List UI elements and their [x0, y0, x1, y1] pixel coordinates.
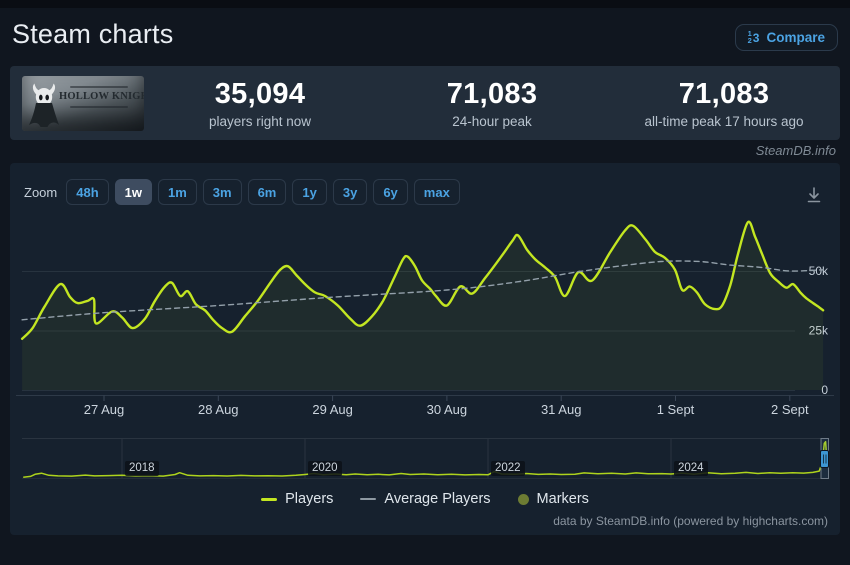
capsule-flourish — [70, 85, 128, 88]
navigator-year-label-2022: 2022 — [491, 461, 525, 476]
alltime-peak-value: 71,083 — [678, 77, 770, 110]
zoom-range-48h[interactable]: 48h — [66, 179, 109, 205]
chart-legend: Players Average Players Markers — [10, 491, 840, 507]
legend-label: Average Players — [384, 491, 491, 507]
zoom-range-1w[interactable]: 1w — [114, 179, 152, 205]
chart-toolbar: Zoom 48h 1w 1m 3m 6m 1y 3y 6y max — [24, 179, 460, 205]
navigator-year-label-2020: 2020 — [308, 461, 342, 476]
players-chart[interactable]: 50k 25k 0 27 Aug 28 Aug 29 Aug 30 Aug 31 Aug 1 S… — [10, 163, 840, 535]
zoom-range-1m[interactable]: 1m — [157, 179, 197, 205]
legend-marker — [517, 493, 529, 505]
average-players-line — [21, 260, 824, 321]
y-axis-label-25k: 25k — [809, 324, 829, 338]
players-area-fill — [22, 221, 824, 390]
x-axis-label-1-sept: 1 Sept — [657, 402, 695, 417]
top-strip — [0, 0, 850, 8]
zoom-range-group: 48h 1w 1m 3m 6m 1y 3y 6y max — [66, 179, 460, 205]
navigator-year-label-2018: 2018 — [125, 461, 159, 476]
stats-card: HOLLOW KNIGHT 35,094 players right now 7… — [10, 66, 840, 140]
download-icon[interactable] — [804, 185, 824, 205]
legend-item-average-players[interactable]: Average Players — [360, 491, 491, 507]
capsule-flourish — [70, 105, 128, 108]
zoom-range-3y[interactable]: 3y — [332, 179, 368, 205]
page-title: Steam charts — [12, 19, 174, 49]
zoom-range-3m[interactable]: 3m — [202, 179, 242, 205]
alltime-peak-label: all-time peak 17 hours ago — [644, 113, 804, 129]
chart-credits: data by SteamDB.info (powered by highcha… — [553, 514, 828, 528]
y-axis-label-50k: 50k — [809, 264, 829, 278]
legend-item-players[interactable]: Players — [261, 491, 333, 507]
peak-24h-label: 24-hour peak — [452, 113, 532, 129]
legend-marker — [261, 497, 278, 501]
players-line — [20, 220, 825, 340]
stat-current-players: 35,094 players right now — [144, 78, 376, 129]
legend-label: Markers — [536, 491, 589, 507]
navigator-year-label-2024: 2024 — [674, 461, 708, 476]
x-axis-label-2-sept: 2 Sept — [771, 402, 809, 417]
zoom-range-6y[interactable]: 6y — [373, 179, 408, 205]
stat-alltime-peak: 71,083 all-time peak 17 hours ago — [608, 78, 840, 129]
navigator-handle[interactable] — [820, 450, 829, 468]
x-axis-label-28-aug: 28 Aug — [198, 402, 239, 417]
zoom-range-max[interactable]: max — [413, 179, 460, 205]
game-title: HOLLOW KNIGHT — [59, 90, 144, 102]
x-axis-label-29-aug: 29 Aug — [312, 402, 353, 417]
steamdb-watermark: SteamDB.info — [755, 143, 836, 158]
peak-24h-value: 71,083 — [446, 77, 538, 110]
hollow-knight-character-icon — [29, 83, 59, 127]
x-axis-label-31-aug: 31 Aug — [541, 402, 582, 417]
legend-label: Players — [285, 491, 334, 507]
compare-button-label: Compare — [766, 30, 825, 45]
x-axis-label-30-aug: 30 Aug — [427, 402, 468, 417]
players-now-label: players right now — [208, 113, 312, 129]
x-axis-label-27-aug: 27 Aug — [84, 402, 125, 417]
zoom-range-6m[interactable]: 6m — [247, 179, 287, 205]
players-now-value: 35,094 — [214, 77, 306, 110]
zoom-label: Zoom — [24, 184, 58, 200]
game-capsule[interactable]: HOLLOW KNIGHT — [22, 75, 144, 131]
stat-24h-peak: 71,083 24-hour peak — [376, 78, 608, 129]
y-axis-label-0: 0 — [821, 383, 828, 397]
legend-item-markers[interactable]: Markers — [517, 491, 589, 507]
zoom-range-1y[interactable]: 1y — [292, 179, 327, 205]
legend-marker — [360, 498, 377, 500]
